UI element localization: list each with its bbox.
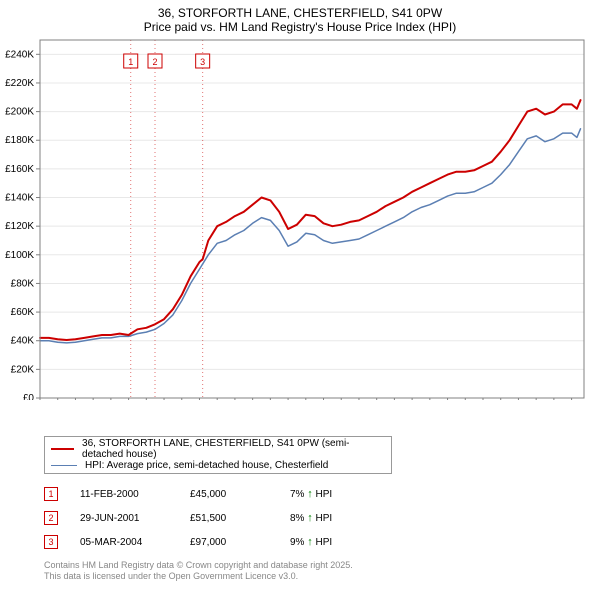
transaction-price: £51,500 [190,513,290,524]
transaction-price: £97,000 [190,537,290,548]
transaction-diff: 7% ↑ HPI [290,488,410,500]
transactions-table: 111-FEB-2000£45,0007% ↑ HPI229-JUN-2001£… [44,482,410,554]
svg-text:£100K: £100K [5,250,34,261]
legend-swatch [51,465,77,466]
svg-text:1: 1 [128,57,133,67]
attribution-line-2: This data is licensed under the Open Gov… [44,571,353,582]
transaction-date: 29-JUN-2001 [80,513,190,524]
transaction-row: 3 05-MAR-2004£97,0009% ↑ HPI [44,530,410,554]
transaction-date: 11-FEB-2000 [80,489,190,500]
svg-text:£140K: £140K [5,193,34,204]
svg-text:£60K: £60K [11,307,35,318]
transaction-row: 1 11-FEB-2000£45,0007% ↑ HPI [44,482,410,506]
svg-text:£160K: £160K [5,164,34,175]
transaction-row: 2 29-JUN-2001£51,5008% ↑ HPI [44,506,410,530]
attribution-line-1: Contains HM Land Registry data © Crown c… [44,560,353,571]
legend-label: HPI: Average price, semi-detached house,… [85,460,328,471]
transaction-marker: 3 [44,535,58,549]
svg-text:£120K: £120K [5,221,34,232]
svg-text:£240K: £240K [5,49,34,60]
transaction-date: 05-MAR-2004 [80,537,190,548]
line-chart: £0 £20K £40K £60K £80K £100K £120K £140K £160K £1… [0,0,600,400]
svg-text:£220K: £220K [5,78,34,89]
legend-label: 36, STORFORTH LANE, CHESTERFIELD, S41 0P… [82,438,385,460]
transaction-diff: 8% ↑ HPI [290,512,410,524]
transaction-price: £45,000 [190,489,290,500]
legend-swatch [51,448,74,450]
legend: 36, STORFORTH LANE, CHESTERFIELD, S41 0P… [44,436,392,474]
svg-text:£180K: £180K [5,135,34,146]
svg-text:3: 3 [200,57,205,67]
svg-text:£20K: £20K [11,364,35,375]
svg-text:£0: £0 [23,393,35,400]
transaction-diff: 9% ↑ HPI [290,536,410,548]
chart-container: 36, STORFORTH LANE, CHESTERFIELD, S41 0P… [0,0,600,590]
transaction-marker: 1 [44,487,58,501]
attribution: Contains HM Land Registry data © Crown c… [44,560,353,583]
svg-text:£200K: £200K [5,107,34,118]
transaction-marker: 2 [44,511,58,525]
svg-text:£80K: £80K [11,278,35,289]
legend-item-subject: 36, STORFORTH LANE, CHESTERFIELD, S41 0P… [51,441,385,457]
svg-text:2: 2 [152,57,157,67]
svg-text:£40K: £40K [11,336,35,347]
